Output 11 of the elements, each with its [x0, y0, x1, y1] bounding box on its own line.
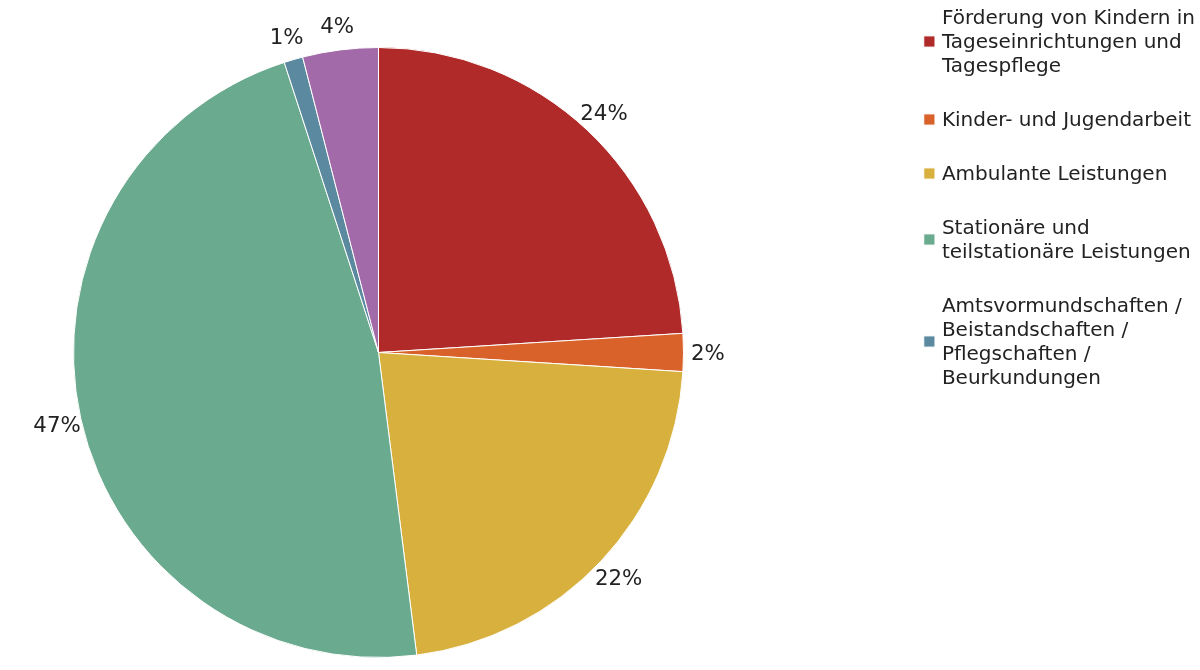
data-label: 4% — [320, 13, 355, 39]
data-label: 2% — [690, 340, 725, 365]
legend-label: Amtsvormundschaften / Beistandschaften / Pflegschaften / Beurkundungen — [941, 293, 1182, 389]
legend-label: Kinder- und Jugendarbeit — [941, 107, 1191, 131]
legend-label: Ambulante Leistungen — [941, 161, 1168, 185]
data-label: 1% — [269, 23, 304, 49]
legend-label: Stationäre und teilstationäre Leistungen — [941, 215, 1191, 263]
data-label: 24% — [580, 99, 628, 125]
legend-label: Förderung von Kindern in Tageseinrichtungen und Tagespflege — [941, 5, 1195, 77]
data-label: 47% — [33, 411, 81, 437]
data-label: 22% — [594, 565, 643, 591]
